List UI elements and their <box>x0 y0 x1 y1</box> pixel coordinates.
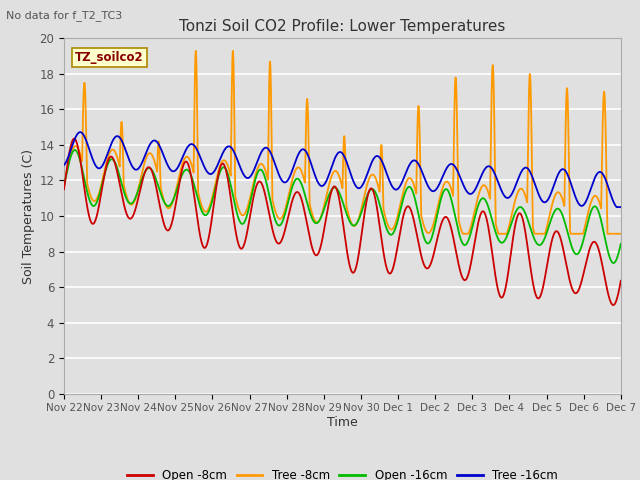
Text: No data for f_T2_TC3: No data for f_T2_TC3 <box>6 10 123 21</box>
Title: Tonzi Soil CO2 Profile: Lower Temperatures: Tonzi Soil CO2 Profile: Lower Temperatur… <box>179 20 506 35</box>
Y-axis label: Soil Temperatures (C): Soil Temperatures (C) <box>22 148 35 284</box>
X-axis label: Time: Time <box>327 416 358 429</box>
Legend: Open -8cm, Tree -8cm, Open -16cm, Tree -16cm: Open -8cm, Tree -8cm, Open -16cm, Tree -… <box>122 465 563 480</box>
Text: TZ_soilco2: TZ_soilco2 <box>75 51 144 64</box>
